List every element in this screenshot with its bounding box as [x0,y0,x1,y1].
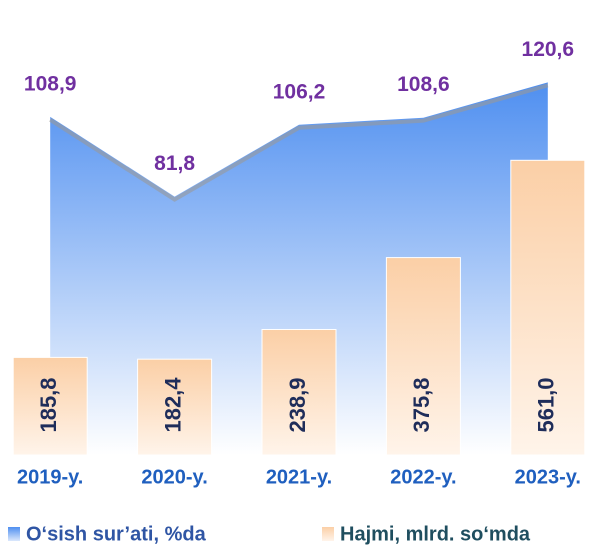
area-value-label: 108,9 [24,72,77,95]
area-edge [49,83,549,202]
x-tick-label: 2019-y. [17,466,83,488]
legend-label: O‘sish sur’ati, %da [26,523,207,545]
bar-value-label: 375,8 [409,377,434,432]
legend-swatch [8,527,20,541]
area-value-label: 108,6 [397,73,450,96]
x-tick-label: 2023-y. [515,466,581,488]
legend-label: Hajmi, mlrd. so‘mda [340,523,531,545]
area-value-label: 106,2 [273,80,326,103]
bar-value-label: 238,9 [285,377,310,432]
x-tick-label: 2022-y. [390,466,456,488]
bar [385,257,461,456]
area-value-label: 81,8 [154,152,195,175]
bar [510,159,586,456]
x-tick-label: 2020-y. [141,466,207,488]
bar-value-label: 185,8 [36,377,61,432]
bar-value-label: 561,0 [534,377,559,432]
bar [12,356,88,456]
area-value-label: 120,6 [522,38,575,61]
bar-value-label: 182,4 [160,377,185,433]
legend-swatch [322,527,334,541]
x-tick-label: 2021-y. [266,466,332,488]
bar [261,329,337,456]
bar [137,358,213,456]
